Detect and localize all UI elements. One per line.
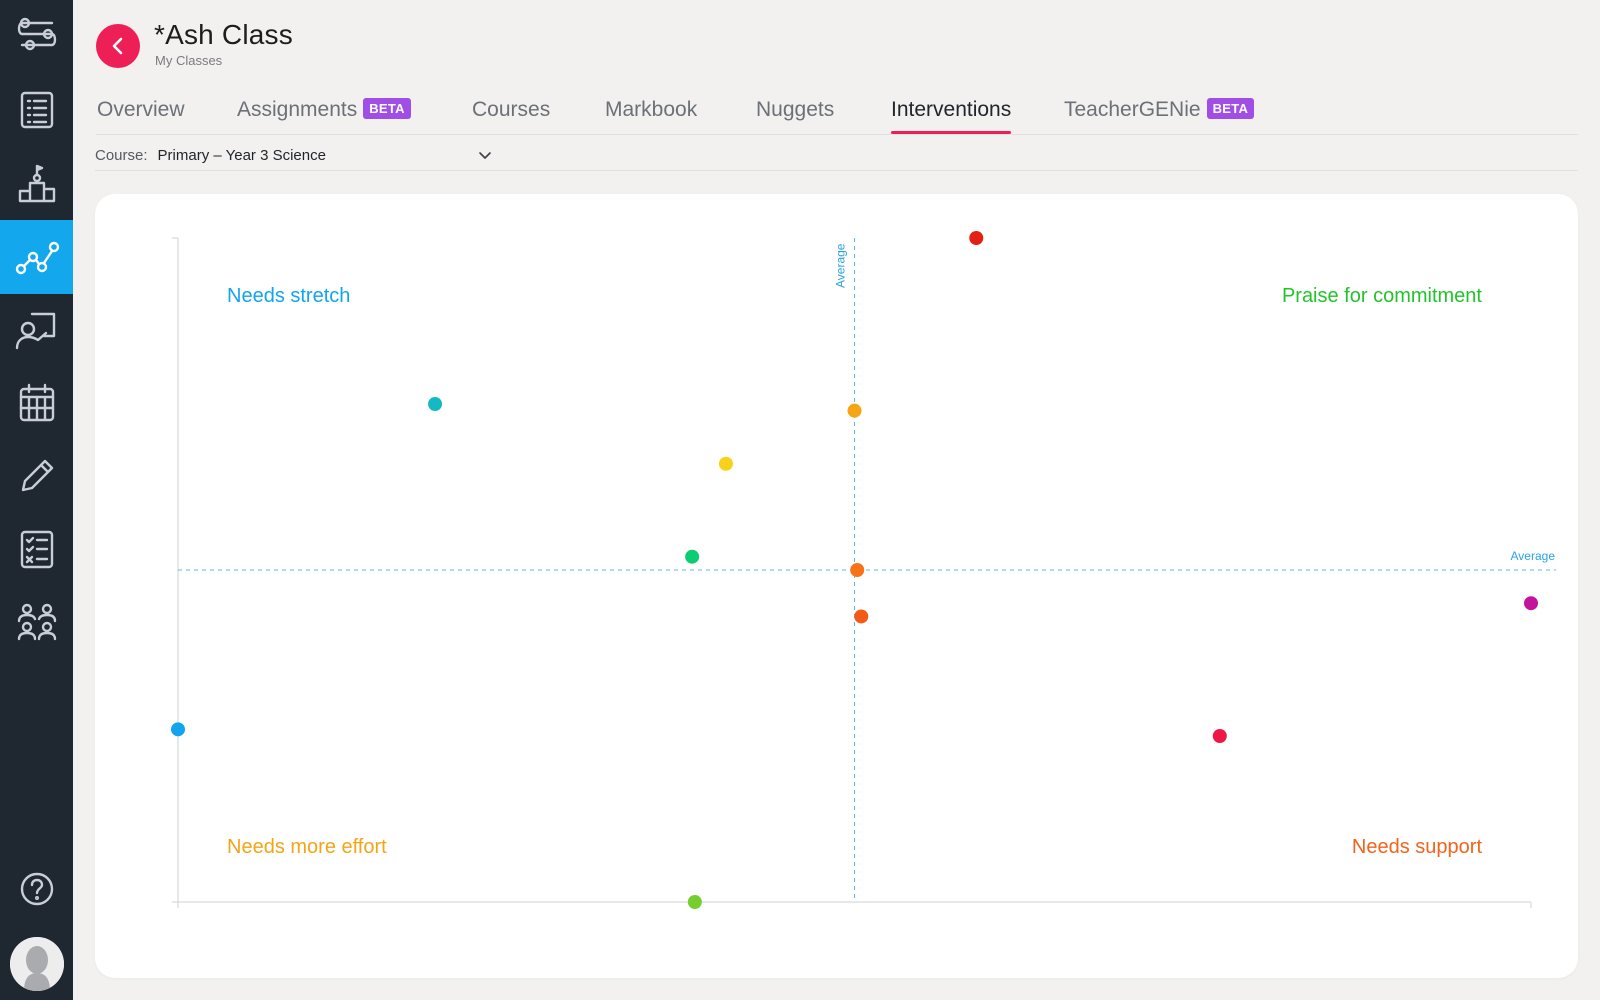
beta-badge: BETA: [363, 98, 411, 119]
list-icon: [20, 91, 53, 129]
page-title: *Ash Class: [154, 19, 293, 50]
data-point[interactable]: [969, 231, 984, 245]
data-point[interactable]: [1212, 729, 1227, 743]
checklist-icon: [20, 530, 53, 569]
chevron-down-icon: [478, 152, 491, 159]
data-point[interactable]: [685, 549, 700, 564]
tabs-divider: [96, 134, 1578, 135]
tab-teachergenie[interactable]: TeacherGENie BETA: [1064, 98, 1255, 134]
interventions-chart-card: [95, 194, 1578, 978]
course-filter: Course: Primary – Year 3 Science: [95, 143, 493, 167]
tab-label: Interventions: [891, 98, 1012, 121]
chevron-left-icon: [112, 37, 123, 55]
calendar-icon: [19, 383, 54, 422]
data-point[interactable]: [854, 609, 869, 624]
teacher-icon: [15, 312, 55, 350]
sidebar-item-settings[interactable]: [0, 0, 73, 74]
course-label: Course:: [95, 146, 148, 164]
beta-badge: BETA: [1206, 98, 1255, 119]
data-point[interactable]: [850, 563, 865, 577]
data-point[interactable]: [718, 456, 733, 471]
user-avatar-icon: [10, 937, 64, 991]
tab-label: Assignments: [237, 98, 358, 121]
sidebar-item-analytics[interactable]: [0, 220, 73, 294]
tab-label: Overview: [97, 98, 185, 121]
sidebar-item-checklist[interactable]: [0, 512, 73, 586]
tab-markbook[interactable]: Markbook: [605, 98, 697, 134]
help-icon: [20, 872, 53, 906]
sidebar-item-people[interactable]: [0, 585, 73, 659]
course-select-value: Primary – Year 3 Science: [157, 146, 326, 164]
course-select[interactable]: Primary – Year 3 Science: [158, 147, 493, 164]
tab-assignments[interactable]: Assignments BETA: [237, 98, 411, 134]
data-point[interactable]: [428, 397, 443, 411]
tab-courses[interactable]: Courses: [472, 98, 550, 134]
analytics-icon: [15, 241, 59, 275]
tab-label: Markbook: [605, 98, 698, 121]
tab-overview[interactable]: Overview: [97, 98, 185, 134]
pencil-icon: [21, 459, 53, 492]
sidebar: [0, 0, 73, 1000]
tab-label: Nuggets: [756, 98, 835, 121]
settings-flow-icon: [17, 17, 56, 51]
sidebar-item-list[interactable]: [0, 73, 73, 147]
podium-icon: [18, 164, 55, 203]
tab-nuggets[interactable]: Nuggets: [756, 98, 834, 134]
back-button[interactable]: [96, 24, 140, 68]
course-divider: [95, 170, 1578, 171]
avatar[interactable]: [10, 937, 64, 991]
sidebar-item-teacher[interactable]: [0, 293, 73, 367]
data-point[interactable]: [171, 722, 185, 737]
sidebar-item-podium[interactable]: [0, 147, 73, 221]
data-point[interactable]: [847, 403, 862, 418]
people-icon: [17, 603, 56, 641]
tab-label: TeacherGENie: [1064, 98, 1201, 121]
tab-label: Courses: [472, 98, 551, 121]
sidebar-item-pencil[interactable]: [0, 439, 73, 513]
sidebar-item-help[interactable]: [0, 852, 73, 926]
sidebar-item-calendar[interactable]: [0, 366, 73, 440]
breadcrumb[interactable]: My Classes: [155, 53, 223, 68]
tab-interventions[interactable]: Interventions: [891, 98, 1012, 134]
data-point[interactable]: [687, 895, 702, 909]
data-point[interactable]: [1524, 596, 1538, 611]
